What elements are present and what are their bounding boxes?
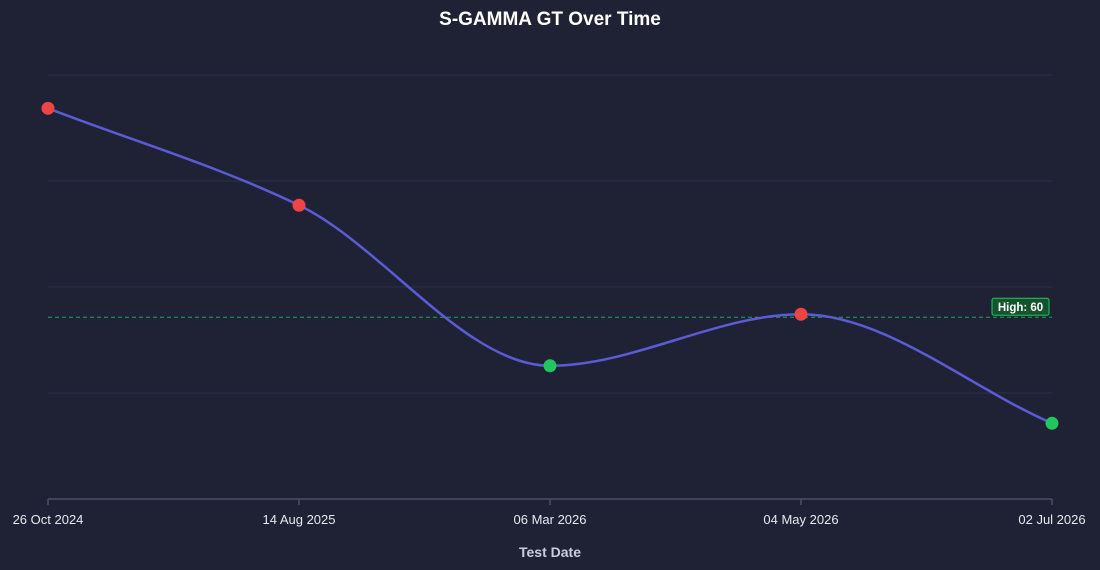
series-line [47, 107, 1053, 425]
x-tick-label: 14 Aug 2025 [262, 512, 335, 527]
data-point[interactable] [543, 359, 557, 373]
chart-title: S-GAMMA GT Over Time [439, 9, 661, 30]
data-point[interactable] [292, 198, 306, 212]
reference-line-label-box [991, 297, 1050, 316]
x-tick-label: 04 May 2026 [763, 512, 838, 527]
x-tick-label: 26 Oct 2024 [13, 512, 84, 527]
data-point[interactable] [794, 307, 808, 321]
grid-lines [48, 74, 1052, 394]
data-point[interactable] [1045, 416, 1059, 430]
reference-line-label: High: 60 [998, 302, 1043, 314]
series-layer [47, 107, 1053, 425]
data-point[interactable] [41, 101, 55, 115]
data-points[interactable] [41, 101, 1059, 430]
x-axis-title: Test Date [519, 544, 581, 560]
x-axis [47, 498, 1053, 505]
x-tick-labels: 26 Oct 2024 14 Aug 2025 06 Mar 2026 04 May … [13, 512, 1086, 527]
x-tick-label: 02 Jul 2026 [1018, 512, 1085, 527]
reference-line-group: High: 60 [48, 297, 1052, 318]
x-tick-label: 06 Mar 2026 [514, 512, 587, 527]
